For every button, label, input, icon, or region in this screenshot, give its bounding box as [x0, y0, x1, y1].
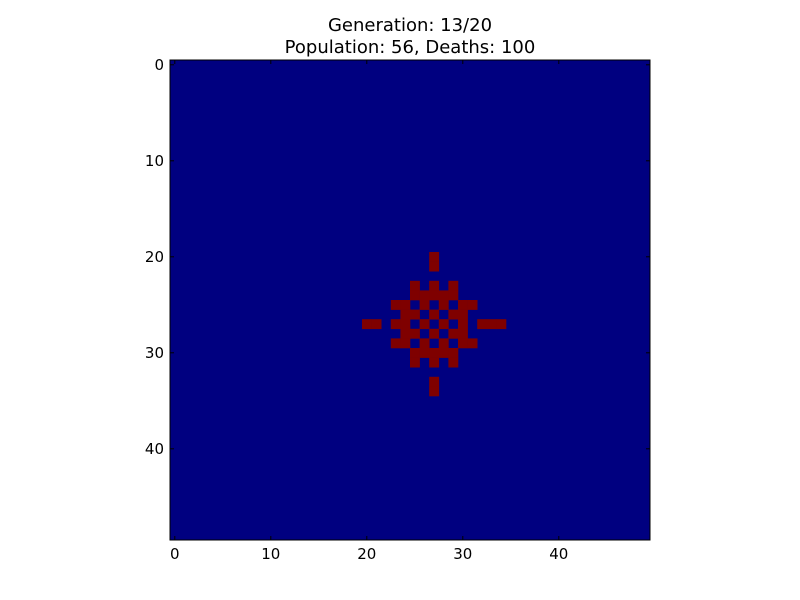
y-tick-label: 20 — [145, 248, 164, 266]
alive-cell — [400, 319, 411, 330]
alive-cell — [448, 280, 459, 291]
y-tick-label: 10 — [145, 152, 164, 170]
alive-cell — [410, 280, 420, 291]
plot-area: 0 10 20 30 40 0 10 20 30 40 — [145, 56, 651, 563]
alive-cell — [390, 300, 401, 310]
alive-cell — [429, 328, 440, 339]
alive-cell — [400, 328, 411, 339]
alive-cell — [448, 357, 459, 368]
alive-cell — [419, 338, 430, 349]
alive-cell — [486, 319, 497, 330]
alive-cell — [458, 338, 468, 349]
alive-cell — [429, 357, 440, 368]
alive-cell — [458, 319, 468, 330]
alive-cell — [429, 386, 440, 397]
alive-cell — [438, 290, 449, 301]
alive-cell — [448, 309, 459, 320]
chart-title-line-2: Population: 56, Deaths: 100 — [285, 37, 536, 58]
alive-cell — [429, 309, 440, 320]
alive-cell — [362, 319, 372, 330]
alive-cell — [477, 319, 488, 330]
alive-cell — [496, 319, 507, 330]
y-tick-label: 0 — [154, 56, 164, 74]
alive-cell — [438, 348, 449, 358]
alive-cell — [419, 319, 430, 330]
alive-cell — [410, 357, 420, 368]
alive-cell — [410, 309, 420, 320]
alive-cell — [448, 328, 459, 339]
alive-cell — [458, 300, 468, 310]
alive-cell — [458, 309, 468, 320]
alive-cell — [410, 348, 420, 358]
plot-frame — [169, 59, 651, 541]
x-tick-label: 10 — [261, 545, 280, 563]
alive-cell — [400, 300, 411, 310]
alive-cell — [410, 290, 420, 301]
alive-cell — [410, 328, 420, 339]
alive-cell — [400, 309, 411, 320]
alive-cell — [429, 348, 440, 358]
chart-title-line-1: Generation: 13/20 — [328, 15, 492, 36]
alive-cell — [419, 290, 430, 301]
alive-cell — [438, 319, 449, 330]
y-tick-label: 40 — [145, 440, 164, 458]
alive-cell — [467, 338, 478, 349]
x-tick-label: 20 — [357, 545, 376, 563]
alive-cell — [467, 300, 478, 310]
alive-cell — [390, 319, 401, 330]
alive-cell — [429, 261, 440, 272]
y-tick-label: 30 — [145, 344, 164, 362]
alive-cell — [371, 319, 382, 330]
x-tick-label: 0 — [170, 545, 180, 563]
alive-cell — [419, 300, 430, 310]
alive-cell — [429, 252, 440, 262]
x-tick-label: 30 — [453, 545, 472, 563]
x-tick-label: 40 — [549, 545, 568, 563]
alive-cell — [438, 338, 449, 349]
alive-cell — [390, 338, 401, 349]
alive-cell — [448, 348, 459, 358]
alive-cell — [429, 280, 440, 291]
alive-cell — [429, 290, 440, 301]
alive-cell — [458, 328, 468, 339]
alive-cell — [448, 290, 459, 301]
alive-cell — [429, 376, 440, 387]
alive-cell — [438, 300, 449, 310]
alive-cell — [400, 338, 411, 349]
alive-cell — [419, 348, 430, 358]
